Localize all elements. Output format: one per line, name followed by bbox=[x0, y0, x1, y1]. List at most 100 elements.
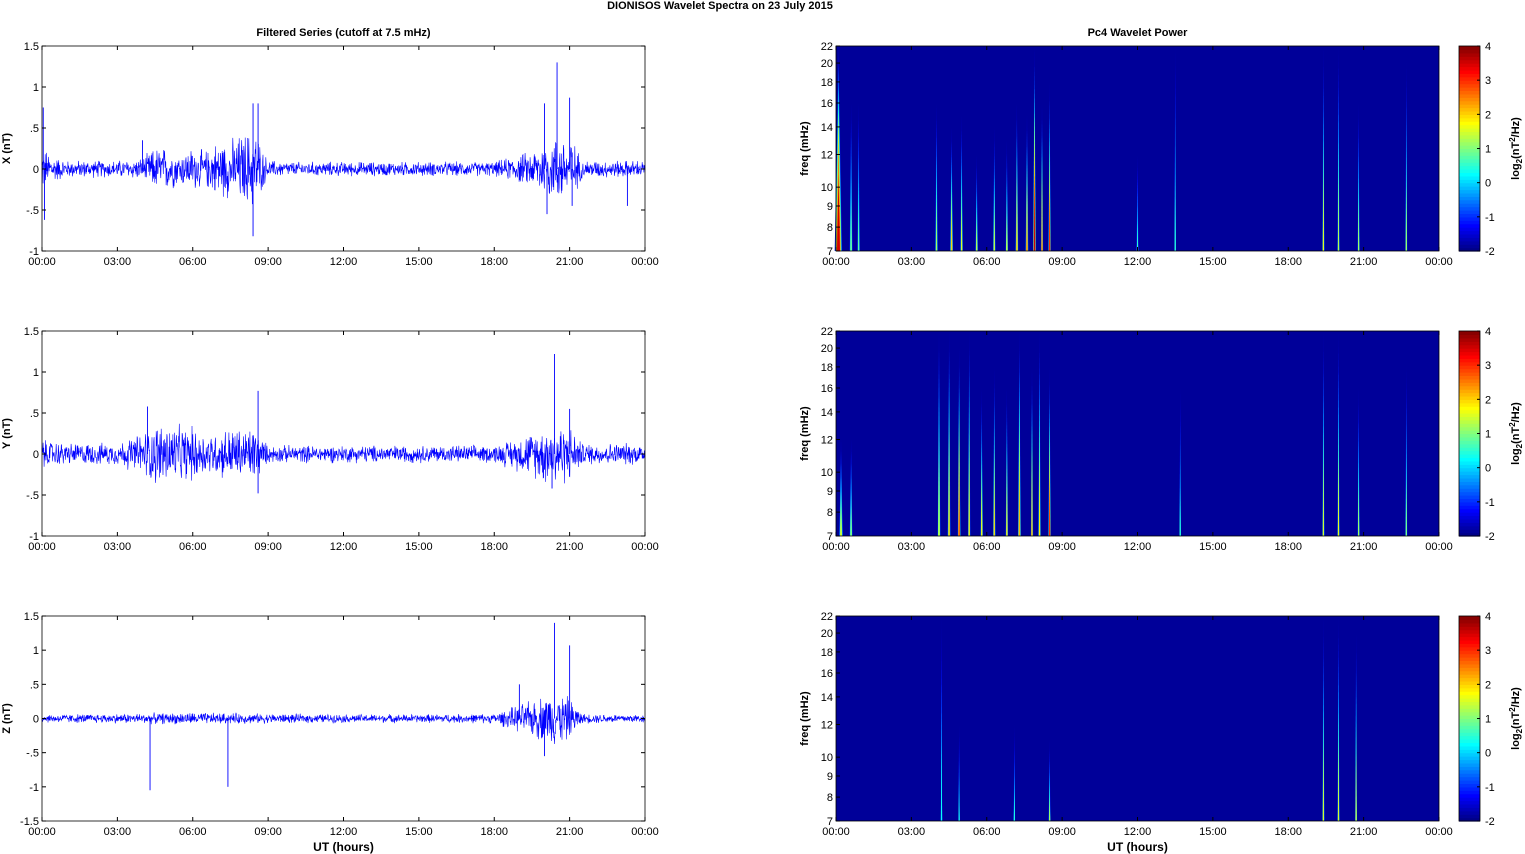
colorbar-cell bbox=[1459, 814, 1480, 819]
x-tick-label: 09:00 bbox=[1048, 541, 1076, 553]
x-tick-label: 18:00 bbox=[1274, 826, 1302, 838]
colorbar-cell bbox=[1459, 141, 1480, 146]
colorbar-cell bbox=[1459, 117, 1480, 122]
colorbar-cell bbox=[1459, 199, 1480, 204]
power-streak bbox=[1322, 744, 1324, 821]
y-tick-label: 14 bbox=[821, 122, 833, 134]
colorbar-cell bbox=[1459, 378, 1480, 383]
y-tick-label: 18 bbox=[821, 77, 833, 89]
colorbar-cell bbox=[1459, 93, 1480, 98]
colorbar-cell bbox=[1459, 90, 1480, 95]
y-tick-label: 16 bbox=[821, 383, 833, 395]
colorbar-cell bbox=[1459, 399, 1480, 404]
colorbar-cell bbox=[1459, 501, 1480, 506]
x-tick-label: 00:00 bbox=[28, 256, 56, 268]
colorbar-cell bbox=[1459, 354, 1480, 359]
x-tick-label: 15:00 bbox=[1199, 826, 1227, 838]
colorbar-cell bbox=[1459, 52, 1480, 57]
x-tick-label: 12:00 bbox=[330, 256, 358, 268]
colorbar-cell bbox=[1459, 780, 1480, 785]
x-tick-label: 15:00 bbox=[405, 256, 433, 268]
y-tick-label: 8 bbox=[827, 792, 833, 804]
colorbar-cell bbox=[1459, 718, 1480, 723]
colorbar-cell bbox=[1459, 749, 1480, 754]
colorbar-cell bbox=[1459, 454, 1480, 459]
power-streak bbox=[1405, 476, 1407, 536]
colorbar-cell bbox=[1459, 385, 1480, 390]
colorbar-cell bbox=[1459, 100, 1480, 105]
y-tick-label: 22 bbox=[821, 611, 833, 623]
colorbar-tick-label: 1 bbox=[1485, 429, 1491, 441]
colorbar-tick-label: -1 bbox=[1485, 782, 1495, 794]
x-tick-label: 03:00 bbox=[104, 256, 132, 268]
colorbar-cell bbox=[1459, 663, 1480, 668]
colorbar-cell bbox=[1459, 124, 1480, 129]
colorbar-cell bbox=[1459, 436, 1480, 441]
x-tick-label: 00:00 bbox=[1425, 256, 1453, 268]
colorbar-cell bbox=[1459, 413, 1480, 418]
y-tick-label: 1 bbox=[33, 645, 39, 657]
power-streak bbox=[837, 174, 840, 251]
colorbar-cell bbox=[1459, 131, 1480, 136]
power-streak bbox=[1405, 182, 1407, 251]
colorbar-cell bbox=[1459, 423, 1480, 428]
y-tick-label: 10 bbox=[821, 752, 833, 764]
colorbar-cell bbox=[1459, 698, 1480, 703]
colorbar-cell bbox=[1459, 633, 1480, 638]
colorbar-cell bbox=[1459, 151, 1480, 156]
colorbar-cell bbox=[1459, 392, 1480, 397]
colorbar-tick-label: 3 bbox=[1485, 360, 1491, 372]
colorbar-cell bbox=[1459, 402, 1480, 407]
colorbar-cell bbox=[1459, 419, 1480, 424]
colorbar-cell bbox=[1459, 776, 1480, 781]
colorbar-cell bbox=[1459, 162, 1480, 167]
colorbar-tick-label: 2 bbox=[1485, 109, 1491, 121]
x-tick-label: 18:00 bbox=[1274, 541, 1302, 553]
y-tick-label: 20 bbox=[821, 628, 833, 640]
colorbar-tick-label: 4 bbox=[1485, 611, 1491, 623]
y-tick-label: .5 bbox=[30, 123, 39, 135]
y-tick-label: 20 bbox=[821, 58, 833, 70]
x-tick-label: 18:00 bbox=[480, 826, 508, 838]
colorbar-cell bbox=[1459, 515, 1480, 520]
colorbar-cell bbox=[1459, 626, 1480, 631]
y-tick-label: 0 bbox=[33, 164, 39, 176]
colorbar-label-part: (nT bbox=[1510, 427, 1522, 444]
y-tick-label: 12 bbox=[821, 150, 833, 162]
y-tick-label: -1 bbox=[29, 246, 39, 258]
power-streak bbox=[1041, 201, 1043, 251]
colorbar-cell bbox=[1459, 677, 1480, 682]
colorbar-cell bbox=[1459, 759, 1480, 764]
y-tick-label: 8 bbox=[827, 507, 833, 519]
colorbar-cell bbox=[1459, 368, 1480, 373]
x-tick-label: 03:00 bbox=[898, 256, 926, 268]
line-panel-0: -1 -.5 0 .5 1 1.5 00:00 03:00 06:00 09:00 12:00 15:… bbox=[1, 27, 659, 268]
colorbar-label-part: log bbox=[1510, 733, 1522, 750]
colorbar-cell bbox=[1459, 447, 1480, 452]
colorbar-cell bbox=[1459, 206, 1480, 211]
y-tick-label: 0 bbox=[33, 449, 39, 461]
y-tick-label: 22 bbox=[821, 326, 833, 338]
colorbar-cell bbox=[1459, 382, 1480, 387]
colorbar-cell bbox=[1459, 440, 1480, 445]
colorbar-cell bbox=[1459, 495, 1480, 500]
colorbar-cell bbox=[1459, 745, 1480, 750]
colorbar-cell bbox=[1459, 331, 1480, 336]
colorbar-cell bbox=[1459, 230, 1480, 235]
colorbar-cell bbox=[1459, 416, 1480, 421]
colorbar-cell bbox=[1459, 694, 1480, 699]
y-tick-label: 9 bbox=[827, 771, 833, 783]
colorbar-cell bbox=[1459, 477, 1480, 482]
colorbar-cell bbox=[1459, 138, 1480, 143]
x-tick-label: 09:00 bbox=[1048, 826, 1076, 838]
power-streak bbox=[1322, 174, 1324, 251]
colorbar-cell bbox=[1459, 739, 1480, 744]
colorbar-cell bbox=[1459, 233, 1480, 238]
power-streak bbox=[1358, 201, 1360, 251]
colorbar-tick-label: -2 bbox=[1485, 816, 1495, 828]
colorbar-cell bbox=[1459, 488, 1480, 493]
colorbar-label-part: log bbox=[1510, 448, 1522, 465]
